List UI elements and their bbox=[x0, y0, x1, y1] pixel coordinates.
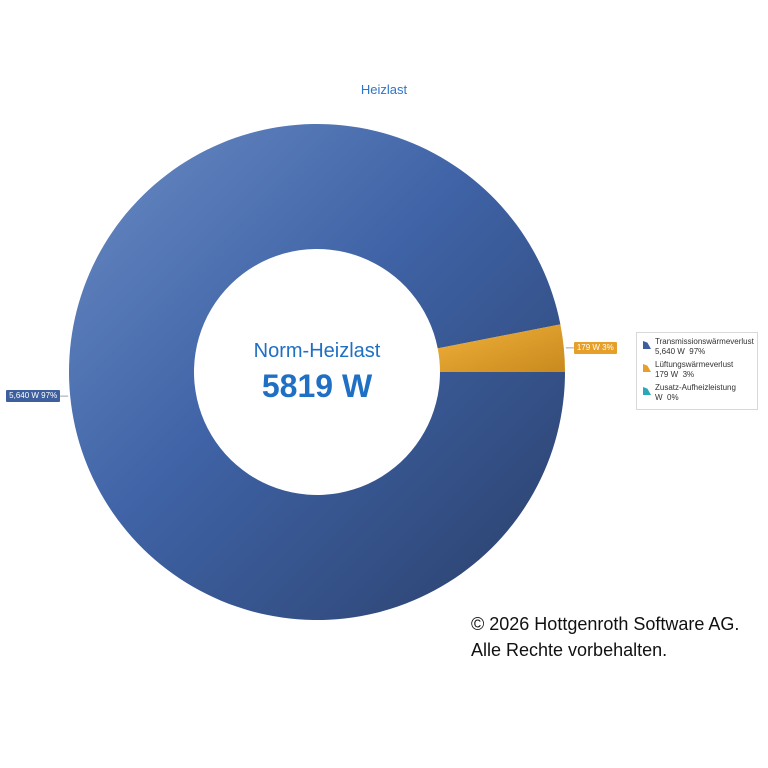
legend-series-name: Zusatz-Aufheizleistung bbox=[655, 383, 736, 392]
legend-series-value: 5,640 W 97% bbox=[655, 347, 706, 356]
copyright-line-2: Alle Rechte vorbehalten. bbox=[471, 640, 668, 660]
data-label-lueftung: 179 W 3% bbox=[573, 341, 617, 354]
legend-swatch-icon bbox=[643, 387, 651, 395]
legend-swatch-icon bbox=[643, 341, 651, 349]
legend-item-lueftung[interactable]: Lüftungswärmeverlust 179 W 3% bbox=[643, 360, 753, 380]
legend-series-name: Transmissionswärmeverlust bbox=[655, 337, 754, 346]
copyright-line-1: © 2026 Hottgenroth Software AG. bbox=[471, 614, 740, 634]
legend-item-zusatz[interactable]: Zusatz-Aufheizleistung W 0% bbox=[643, 383, 753, 403]
legend-item-transmission[interactable]: Transmissionswärmeverlust 5,640 W 97% bbox=[643, 337, 754, 357]
chart-title: Heizlast bbox=[360, 82, 408, 97]
legend-series-value: 179 W 3% bbox=[655, 370, 695, 379]
chart-legend: Transmissionswärmeverlust 5,640 W 97% Lü… bbox=[636, 332, 758, 410]
legend-swatch-icon bbox=[643, 364, 651, 372]
legend-text: Zusatz-Aufheizleistung W 0% bbox=[655, 383, 736, 403]
legend-text: Lüftungswärmeverlust 179 W 3% bbox=[655, 360, 733, 380]
legend-series-name: Lüftungswärmeverlust bbox=[655, 360, 734, 369]
legend-text: Transmissionswärmeverlust 5,640 W 97% bbox=[655, 337, 754, 357]
data-label-transmission: 5,640 W 97% bbox=[6, 390, 61, 403]
slice-transmission[interactable] bbox=[69, 123, 566, 621]
copyright-notice: © 2026 Hottgenroth Software AG. Alle Rec… bbox=[471, 611, 739, 663]
slice-lueftung[interactable] bbox=[437, 324, 565, 372]
center-label: Norm-Heizlast bbox=[253, 340, 381, 362]
center-value: 5819 W bbox=[261, 368, 373, 404]
legend-series-value: W 0% bbox=[655, 393, 679, 402]
